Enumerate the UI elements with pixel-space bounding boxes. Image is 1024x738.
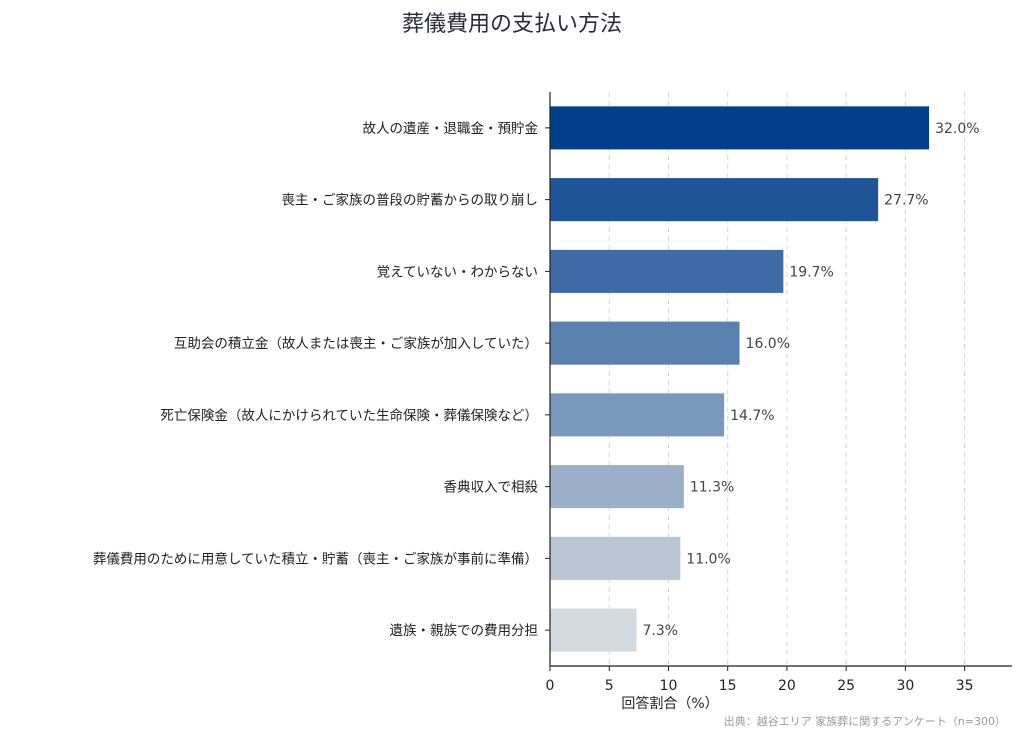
category-label: 覚えていない・わからない [377, 264, 538, 280]
category-label: 死亡保険金（故人にかけられていた生命保険・葬儀保険など） [160, 407, 538, 424]
data-label: 11.3% [690, 480, 734, 496]
category-label: 葬儀費用のために用意していた積立・貯蓄（喪主・ご家族が事前に準備） [93, 550, 538, 567]
data-label: 19.7% [789, 264, 833, 280]
bar [550, 321, 740, 365]
data-label: 11.0% [686, 551, 730, 567]
bars [550, 106, 930, 652]
bar [550, 106, 930, 150]
x-tick-label: 20 [778, 678, 796, 694]
bar [550, 178, 879, 222]
x-tick-label: 10 [660, 678, 678, 694]
data-label: 7.3% [642, 623, 678, 639]
x-tick-label: 5 [605, 678, 614, 694]
bar [550, 465, 684, 509]
x-tick-label: 0 [546, 678, 555, 694]
x-tick-label: 30 [896, 678, 914, 694]
data-label: 32.0% [935, 121, 979, 137]
category-label: 香典収入で相殺 [444, 480, 539, 496]
bar [550, 536, 681, 580]
bar [550, 393, 725, 437]
source-note: 出典：越谷エリア 家族葬に関するアンケート（n=300） [723, 715, 1006, 728]
labels: 0 5 10 15 20 25 30 35 故人の遺産・退職金・預貯金 32.0% 喪主・ご家族の普… [93, 121, 980, 694]
category-label: 遺族・親族での費用分担 [390, 623, 539, 639]
x-tick-label: 15 [719, 678, 737, 694]
x-tick-label: 35 [956, 678, 974, 694]
bar [550, 608, 637, 652]
x-axis-title: 回答割合（%） [621, 695, 718, 712]
bar [550, 249, 784, 293]
axes [545, 92, 1012, 671]
data-label: 27.7% [884, 193, 928, 209]
category-label: 故人の遺産・退職金・預貯金 [363, 121, 539, 137]
category-label: 喪主・ご家族の普段の貯蓄からの取り崩し [282, 192, 539, 209]
chart-title: 葬儀費用の支払い方法 [401, 12, 622, 37]
data-label: 16.0% [746, 336, 790, 352]
data-label: 14.7% [730, 408, 774, 424]
category-label: 互助会の積立金（故人または喪主・ご家族が加入していた） [174, 335, 538, 352]
x-tick-label: 25 [837, 678, 855, 694]
